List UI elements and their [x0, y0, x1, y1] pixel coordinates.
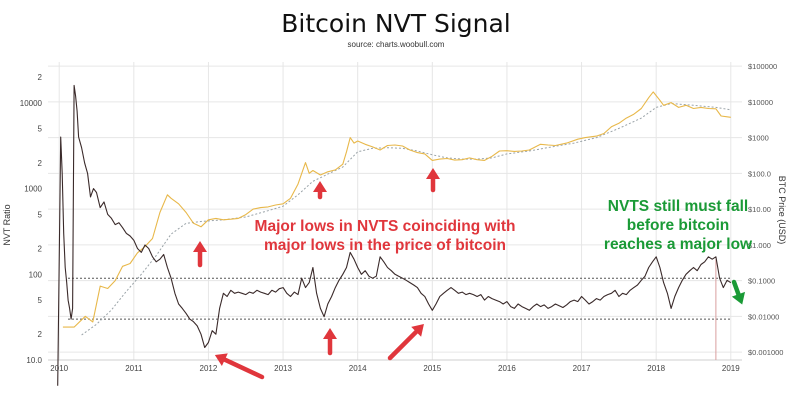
- right-axis-title: BTC Price (USD): [777, 176, 787, 245]
- x-tick-label: 2018: [647, 364, 665, 373]
- x-tick-label: 2012: [200, 364, 218, 373]
- center-annotation-line-2: major lows in the price of bitcoin: [264, 237, 506, 254]
- x-tick-label: 2015: [423, 364, 441, 373]
- right-axis-ticks: $0.001000 $0.01000 $0.1000 $1.000 $10.00 $100…: [748, 62, 783, 357]
- x-tick-label: 2013: [274, 364, 292, 373]
- x-tick-label: 2019: [722, 364, 740, 373]
- price-trend-line: [81, 103, 731, 336]
- left-tick-label: 2: [38, 159, 43, 168]
- x-tick-label: 2014: [349, 364, 367, 373]
- right-tick-label: $100000: [748, 62, 777, 71]
- annotation-arrows: [193, 168, 746, 380]
- right-annotation-line-3: reaches a major low: [604, 236, 753, 253]
- nvt-signal-line: [57, 84, 732, 386]
- x-tick-label: 2011: [125, 364, 143, 373]
- series-layer: [57, 84, 732, 386]
- annotation-arrow: [387, 324, 424, 361]
- left-tick-label: 100: [29, 270, 43, 279]
- right-tick-label: $1000: [748, 134, 769, 143]
- x-axis-ticks: 2010 2011 2012 2013 2014 2015 2016 2017 2018 2019: [50, 364, 740, 373]
- left-axis-ticks: 10.0 2 5 100 2 5 1000 2 5 10000 2: [20, 73, 43, 365]
- left-axis-title: NVT Ratio: [2, 204, 12, 245]
- left-tick-label: 10000: [20, 99, 43, 108]
- grid: [48, 62, 742, 361]
- x-tick-label: 2016: [498, 364, 516, 373]
- annotation-arrow: [731, 279, 746, 305]
- annotation-arrow: [313, 181, 327, 200]
- left-tick-label: 5: [38, 210, 43, 219]
- x-tick-label: 2017: [573, 364, 591, 373]
- left-tick-label: 5: [38, 296, 43, 305]
- btc-price-line: [62, 91, 731, 328]
- left-tick-label: 2: [38, 73, 43, 82]
- right-annotation-line-2: before bitcoin: [627, 217, 729, 234]
- chart-title: Bitcoin NVT Signal: [281, 9, 511, 38]
- center-annotation-line-1: Major lows in NVTS coinciding with: [255, 218, 516, 235]
- annotation-arrow: [214, 353, 265, 380]
- annotation-arrow: [426, 168, 440, 193]
- right-tick-label: $0.1000: [748, 277, 775, 286]
- right-tick-label: $0.01000: [748, 312, 779, 321]
- left-tick-label: 2: [38, 330, 43, 339]
- left-tick-label: 10.0: [26, 356, 42, 365]
- right-tick-label: $1.000: [748, 241, 771, 250]
- right-tick-label: $10000: [748, 98, 773, 107]
- x-tick-label: 2010: [50, 364, 68, 373]
- annotation-arrow: [323, 328, 337, 356]
- left-tick-label: 1000: [24, 185, 42, 194]
- left-tick-label: 2: [38, 244, 43, 253]
- right-tick-label: $100.0: [748, 169, 771, 178]
- right-tick-label: $0.001000: [748, 348, 783, 357]
- annotation-arrow: [193, 241, 207, 268]
- chart-subtitle: source: charts.woobull.com: [348, 40, 445, 49]
- left-tick-label: 5: [38, 125, 43, 134]
- right-annotation-line-1: NVTS still must fall: [608, 198, 748, 215]
- right-tick-label: $10.00: [748, 205, 771, 214]
- reference-lines: [68, 259, 732, 360]
